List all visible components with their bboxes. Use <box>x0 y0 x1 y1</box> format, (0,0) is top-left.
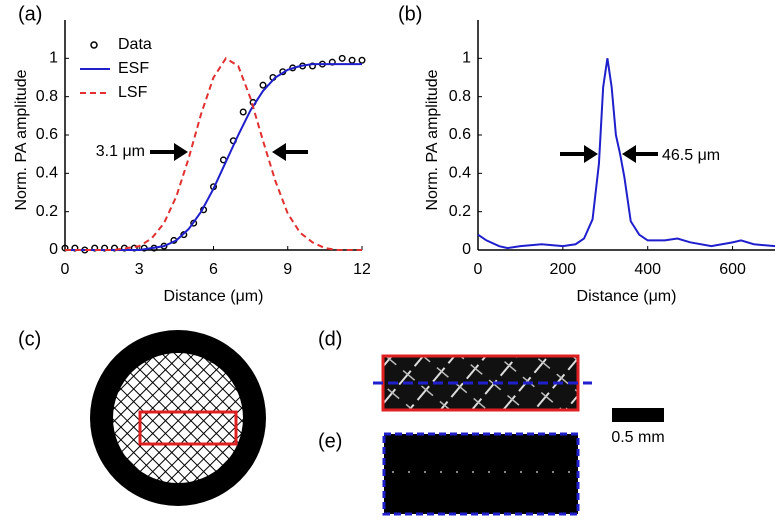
data-point <box>259 81 267 89</box>
legend-label: LSF <box>118 84 148 101</box>
data-point <box>239 108 247 116</box>
data-point <box>338 54 346 62</box>
x-tick-label: 12 <box>353 261 371 278</box>
scale-bar <box>612 408 664 422</box>
annotation: 46.5 μm <box>662 147 720 164</box>
annotation: 3.1 μm <box>96 143 145 160</box>
x-tick-label: 600 <box>719 261 746 278</box>
data-point <box>180 231 188 239</box>
annotation-arrowhead <box>272 143 286 161</box>
series-line <box>477 58 776 250</box>
y-tick-label: 0 <box>462 241 471 258</box>
mesh-grid <box>113 353 243 483</box>
y-tick-label: 0.6 <box>449 126 471 143</box>
y-tick-label: 0.8 <box>449 88 471 105</box>
annotation-arrowhead <box>174 143 188 161</box>
y-tick-label: 1 <box>462 50 471 67</box>
scale-bar-label: 0.5 mm <box>611 429 664 446</box>
y-axis-label: Norm. PA amplitude <box>13 69 30 210</box>
region-box <box>138 410 238 446</box>
y-tick-label: 0.4 <box>36 165 58 182</box>
y-axis-label: Norm. PA amplitude <box>424 69 441 210</box>
x-tick-label: 9 <box>283 261 292 278</box>
series-line <box>65 63 362 251</box>
legend-marker <box>90 41 98 49</box>
data-point <box>358 56 366 64</box>
panel-label: (d) <box>318 328 342 350</box>
x-axis-label: Distance (μm) <box>164 288 264 305</box>
panel-label: (c) <box>18 328 41 350</box>
x-tick-label: 6 <box>209 261 218 278</box>
series-line <box>65 56 362 251</box>
x-tick-label: 0 <box>61 261 70 278</box>
x-tick-label: 200 <box>550 261 577 278</box>
y-tick-label: 1 <box>49 50 58 67</box>
x-tick-label: 3 <box>135 261 144 278</box>
x-tick-label: 0 <box>474 261 483 278</box>
legend-label: ESF <box>118 60 149 77</box>
y-tick-label: 0.2 <box>36 203 58 220</box>
panel-label: (b) <box>398 3 422 25</box>
annotation-arrowhead <box>584 145 598 163</box>
y-tick-label: 0.2 <box>449 203 471 220</box>
annotation-arrowhead <box>622 145 636 163</box>
y-tick-label: 0.6 <box>36 126 58 143</box>
x-tick-label: 400 <box>634 261 661 278</box>
y-tick-label: 0.8 <box>36 88 58 105</box>
y-tick-label: 0 <box>49 241 58 258</box>
legend-label: Data <box>118 36 152 53</box>
data-point <box>348 56 356 64</box>
panel-label: (a) <box>18 3 42 25</box>
bscan-image <box>382 432 580 516</box>
panel-label: (e) <box>318 430 342 452</box>
y-tick-label: 0.4 <box>449 165 471 182</box>
x-axis-label: Distance (μm) <box>577 288 677 305</box>
